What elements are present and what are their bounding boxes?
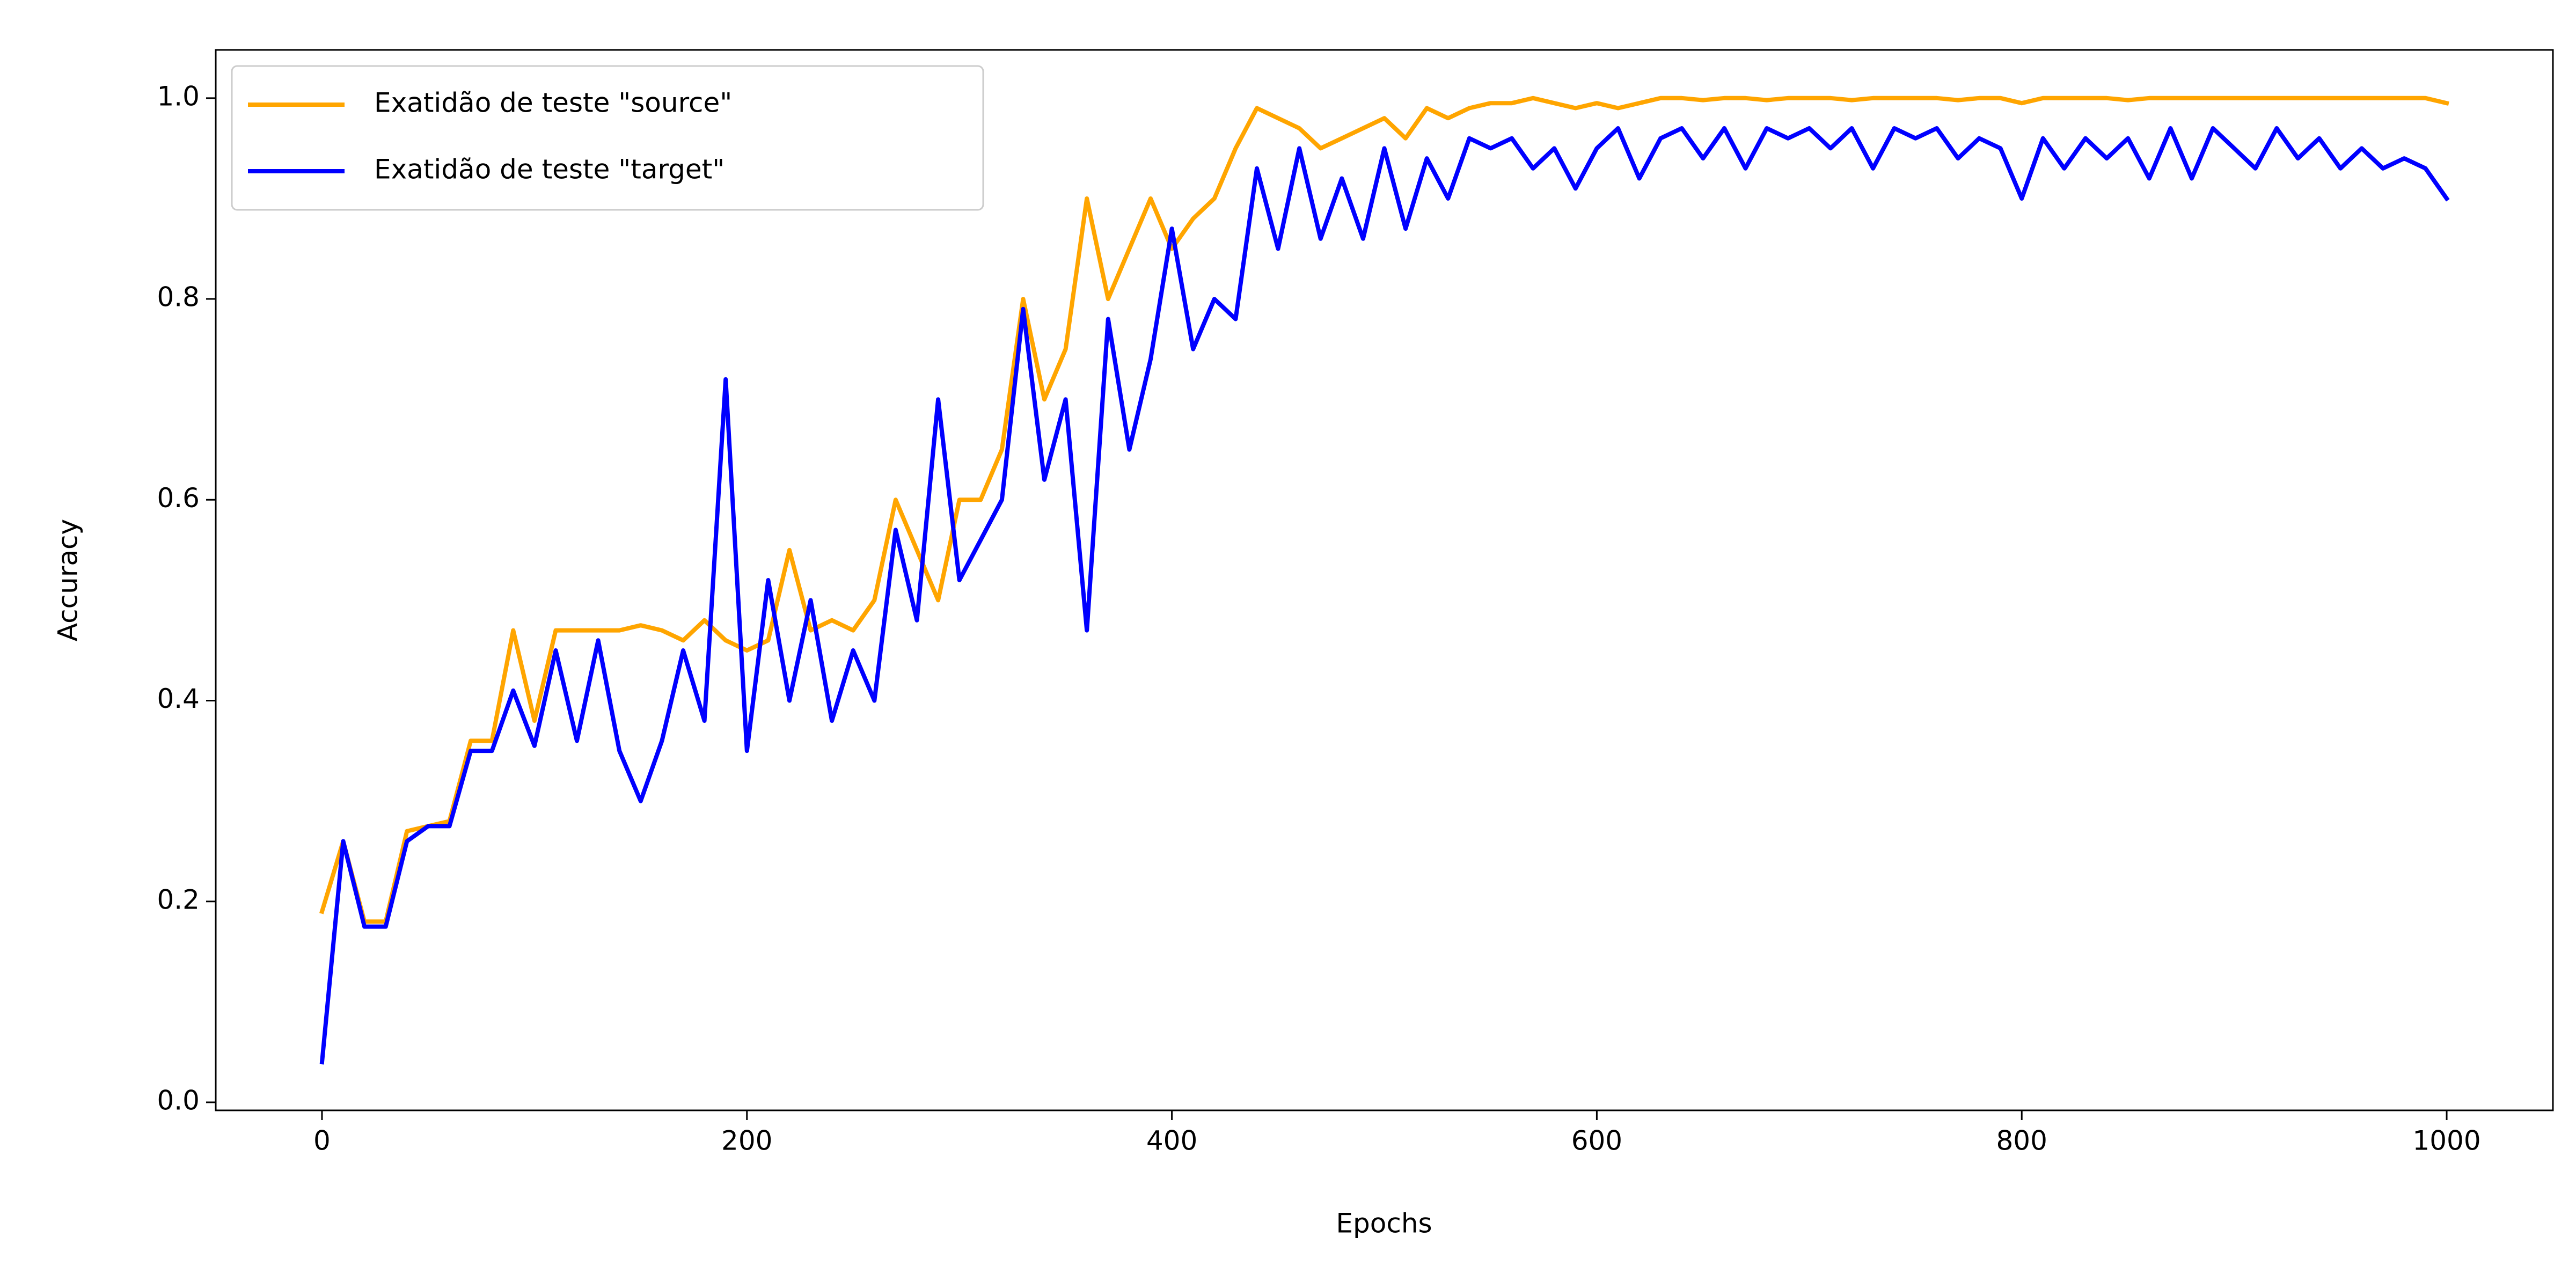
legend-box — [231, 65, 984, 211]
y-tick-label: 0.4 — [157, 683, 200, 714]
data-line — [319, 96, 2449, 924]
x-tick-label: 600 — [1571, 1125, 1622, 1157]
x-axis-label: Epochs — [1336, 1208, 1432, 1239]
plot-frame — [215, 49, 2554, 1111]
data-line — [319, 126, 2450, 1065]
y-tick-label: 0.2 — [157, 884, 200, 915]
y-tick-label: 0.6 — [157, 482, 200, 514]
x-tick-label: 800 — [1996, 1125, 2047, 1157]
y-tick-label: 0.0 — [157, 1085, 200, 1116]
y-tick-label: 1.0 — [157, 80, 200, 112]
legend: Exatidão de teste "source" Exatidão de te… — [231, 65, 984, 211]
y-tick-label: 0.8 — [157, 282, 200, 313]
legend-label: Exatidão de teste "source" — [374, 87, 732, 119]
y-axis-label: Accuracy — [53, 519, 84, 641]
x-tick-label: 400 — [1146, 1125, 1197, 1157]
x-tick-label: 0 — [313, 1125, 331, 1157]
x-tick-label: 200 — [721, 1125, 772, 1157]
legend-label: Exatidão de teste "target" — [374, 154, 724, 185]
x-tick-label: 1000 — [2412, 1125, 2480, 1157]
